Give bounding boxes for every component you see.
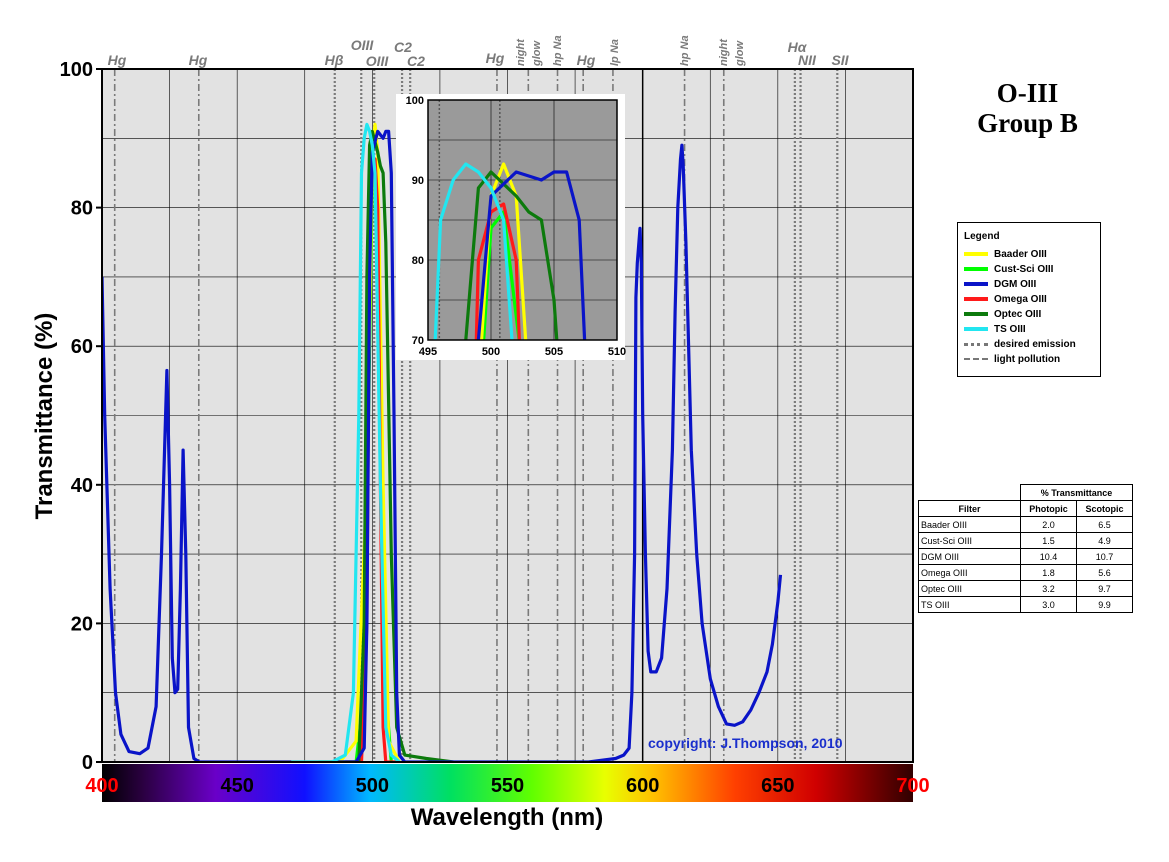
y-tick-label: 80 bbox=[71, 198, 93, 220]
legend-item: desired emission bbox=[964, 337, 1076, 351]
light-pollution-label: glow bbox=[531, 40, 543, 67]
x-tick-label: 500 bbox=[356, 775, 389, 797]
table-row: DGM OIII 10.4 10.7 bbox=[919, 549, 1133, 565]
legend-item: light pollution bbox=[964, 352, 1060, 366]
legend-item: TS OIII bbox=[964, 322, 1026, 336]
chart-subtitle: Group B bbox=[955, 108, 1100, 138]
table-cell: Baader OIII bbox=[919, 517, 1021, 533]
table-row: Omega OIII 1.8 5.6 bbox=[919, 565, 1133, 581]
emission-line-label: SII bbox=[831, 52, 849, 68]
inset-y-tick-label: 90 bbox=[412, 175, 424, 187]
table-cell: 1.5 bbox=[1021, 533, 1077, 549]
emission-line-label: Hg bbox=[108, 52, 127, 68]
table-row: Cust-Sci OIII 1.5 4.9 bbox=[919, 533, 1133, 549]
y-tick-label: 60 bbox=[71, 336, 93, 358]
table-cell: 9.7 bbox=[1077, 581, 1133, 597]
y-axis-label: Transmittance (%) bbox=[31, 313, 58, 520]
inset-x-tick-label: 510 bbox=[608, 346, 626, 358]
legend-label: desired emission bbox=[994, 339, 1076, 350]
emission-line-label: Hg bbox=[189, 52, 208, 68]
table-cell: 5.6 bbox=[1077, 565, 1133, 581]
x-tick-label: 550 bbox=[491, 775, 524, 797]
legend-title: Legend bbox=[964, 231, 1000, 242]
legend-swatch bbox=[964, 267, 988, 271]
table-cell: 9.9 bbox=[1077, 597, 1133, 613]
legend-item: Omega OIII bbox=[964, 292, 1047, 306]
legend-swatch bbox=[964, 282, 988, 286]
legend-swatch bbox=[964, 358, 988, 360]
inset-y-tick-label: 100 bbox=[406, 95, 424, 107]
y-tick-label: 40 bbox=[71, 475, 93, 497]
chart-title-block: O-III Group B bbox=[955, 78, 1100, 138]
table-row: Baader OIII 2.0 6.5 bbox=[919, 517, 1133, 533]
copyright-text: copyright: J.Thompson, 2010 bbox=[648, 735, 842, 751]
emission-line-label: Hg bbox=[577, 52, 596, 68]
emission-line-label: NII bbox=[798, 52, 817, 68]
table-cell: 3.0 bbox=[1021, 597, 1077, 613]
legend-swatch bbox=[964, 297, 988, 301]
x-tick-label: 650 bbox=[761, 775, 794, 797]
y-tick-label: 0 bbox=[82, 752, 93, 774]
emission-line-label: Hg bbox=[486, 50, 505, 66]
table-cell: 1.8 bbox=[1021, 565, 1077, 581]
light-pollution-label: hp Na bbox=[679, 35, 691, 66]
table-header-filter: Filter bbox=[919, 501, 1021, 517]
y-tick-label: 100 bbox=[60, 59, 93, 81]
transmittance-table: % Transmittance Filter Photopic Scotopic… bbox=[918, 484, 1133, 613]
emission-line-label: OIII bbox=[366, 53, 390, 69]
y-tick-label: 20 bbox=[71, 613, 93, 635]
inset-x-tick-label: 505 bbox=[545, 346, 563, 358]
x-tick-label: 450 bbox=[220, 775, 253, 797]
legend-label: Omega OIII bbox=[994, 294, 1047, 305]
x-tick-label: 600 bbox=[626, 775, 659, 797]
table-row: Optec OIII 3.2 9.7 bbox=[919, 581, 1133, 597]
table-row: TS OIII 3.0 9.9 bbox=[919, 597, 1133, 613]
light-pollution-label: night bbox=[718, 38, 730, 66]
legend-label: light pollution bbox=[994, 354, 1060, 365]
emission-line-label: C2 bbox=[407, 53, 425, 69]
table-cell: Optec OIII bbox=[919, 581, 1021, 597]
legend-item: Cust-Sci OIII bbox=[964, 262, 1053, 276]
chart-title: O-III bbox=[955, 78, 1100, 108]
table-header-scotopic: Scotopic bbox=[1077, 501, 1133, 517]
x-tick-label: 700 bbox=[896, 775, 929, 797]
legend-swatch bbox=[964, 312, 988, 316]
inset-y-tick-label: 80 bbox=[412, 255, 424, 267]
legend-swatch bbox=[964, 252, 988, 256]
light-pollution-label: hp Na bbox=[552, 35, 564, 66]
legend-label: TS OIII bbox=[994, 324, 1026, 335]
legend: Legend Baader OIII Cust-Sci OIII DGM OIII O… bbox=[957, 222, 1101, 377]
table-cell: 2.0 bbox=[1021, 517, 1077, 533]
table-group-header: % Transmittance bbox=[1021, 485, 1133, 501]
emission-line-label: Hβ bbox=[325, 52, 344, 68]
table-cell: Omega OIII bbox=[919, 565, 1021, 581]
table-cell: Cust-Sci OIII bbox=[919, 533, 1021, 549]
legend-swatch bbox=[964, 327, 988, 331]
table-cell: 6.5 bbox=[1077, 517, 1133, 533]
x-axis-label: Wavelength (nm) bbox=[411, 804, 603, 831]
emission-line-label: OIII bbox=[351, 37, 375, 53]
table-cell: TS OIII bbox=[919, 597, 1021, 613]
table-cell: 10.7 bbox=[1077, 549, 1133, 565]
legend-swatch bbox=[964, 343, 988, 346]
inset-x-tick-label: 495 bbox=[419, 346, 437, 358]
inset-x-tick-label: 500 bbox=[482, 346, 500, 358]
light-pollution-label: lp Na bbox=[609, 39, 621, 66]
legend-item: Optec OIII bbox=[964, 307, 1041, 321]
light-pollution-label: glow bbox=[734, 40, 746, 67]
table-cell: DGM OIII bbox=[919, 549, 1021, 565]
x-tick-label: 400 bbox=[85, 775, 118, 797]
legend-item: Baader OIII bbox=[964, 247, 1047, 261]
legend-label: DGM OIII bbox=[994, 279, 1036, 290]
legend-label: Cust-Sci OIII bbox=[994, 264, 1053, 275]
light-pollution-label: night bbox=[515, 38, 527, 66]
legend-label: Optec OIII bbox=[994, 309, 1041, 320]
table-cell: 4.9 bbox=[1077, 533, 1133, 549]
table-cell: 3.2 bbox=[1021, 581, 1077, 597]
table-header-photopic: Photopic bbox=[1021, 501, 1077, 517]
legend-label: Baader OIII bbox=[994, 249, 1047, 260]
legend-item: DGM OIII bbox=[964, 277, 1036, 291]
table-cell: 10.4 bbox=[1021, 549, 1077, 565]
